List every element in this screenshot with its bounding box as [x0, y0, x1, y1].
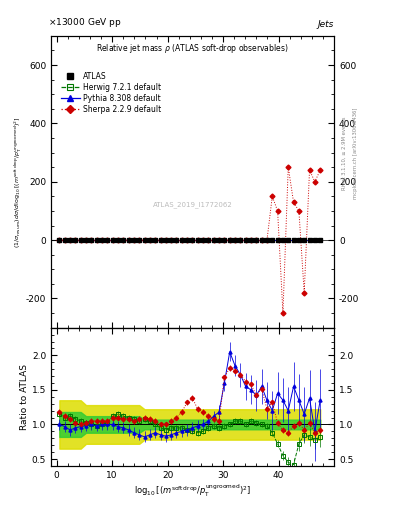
Text: Relative jet mass $\rho$ (ATLAS soft-drop observables): Relative jet mass $\rho$ (ATLAS soft-dro… — [96, 41, 289, 55]
Text: $\times$13000 GeV pp: $\times$13000 GeV pp — [48, 15, 122, 29]
Y-axis label: $(1/\sigma_{\rm resum})\,d\sigma/d\log_{10}[(m^{\rm soft\,drop}/p_{\rm T}^{\rm u: $(1/\sigma_{\rm resum})\,d\sigma/d\log_{… — [13, 116, 24, 247]
X-axis label: $\log_{10}[(m^{\rm soft\,drop}/p_{\rm T}^{\rm ungroomed})^2]$: $\log_{10}[(m^{\rm soft\,drop}/p_{\rm T}… — [134, 482, 251, 499]
Text: Rivet 3.1.10, ≥ 2.9M events: Rivet 3.1.10, ≥ 2.9M events — [342, 117, 346, 190]
Y-axis label: Ratio to ATLAS: Ratio to ATLAS — [20, 364, 29, 430]
Text: ATLAS_2019_I1772062: ATLAS_2019_I1772062 — [153, 202, 232, 208]
Text: Jets: Jets — [318, 19, 334, 29]
Text: mcplots.cern.ch [arXiv:1306.3436]: mcplots.cern.ch [arXiv:1306.3436] — [353, 108, 358, 199]
Legend: ATLAS, Herwig 7.2.1 default, Pythia 8.308 default, Sherpa 2.2.9 default: ATLAS, Herwig 7.2.1 default, Pythia 8.30… — [58, 69, 164, 117]
